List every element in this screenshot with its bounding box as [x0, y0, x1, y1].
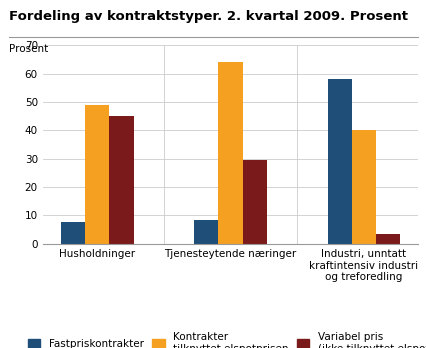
Bar — [327, 79, 351, 244]
Bar — [109, 116, 133, 244]
Text: Fordeling av kontraktstyper. 2. kvartal 2009. Prosent: Fordeling av kontraktstyper. 2. kvartal … — [9, 10, 406, 23]
Text: Prosent: Prosent — [9, 44, 48, 54]
Bar — [194, 220, 218, 244]
Bar — [61, 222, 85, 244]
Legend: Fastpriskontrakter, Kontrakter
tilknyttet elspotprisen, Variabel pris
(ikke tilk: Fastpriskontrakter, Kontrakter tilknytte… — [28, 332, 426, 348]
Bar — [242, 160, 266, 244]
Bar — [351, 130, 375, 244]
Bar — [218, 62, 242, 244]
Bar — [85, 105, 109, 244]
Bar — [375, 234, 399, 244]
